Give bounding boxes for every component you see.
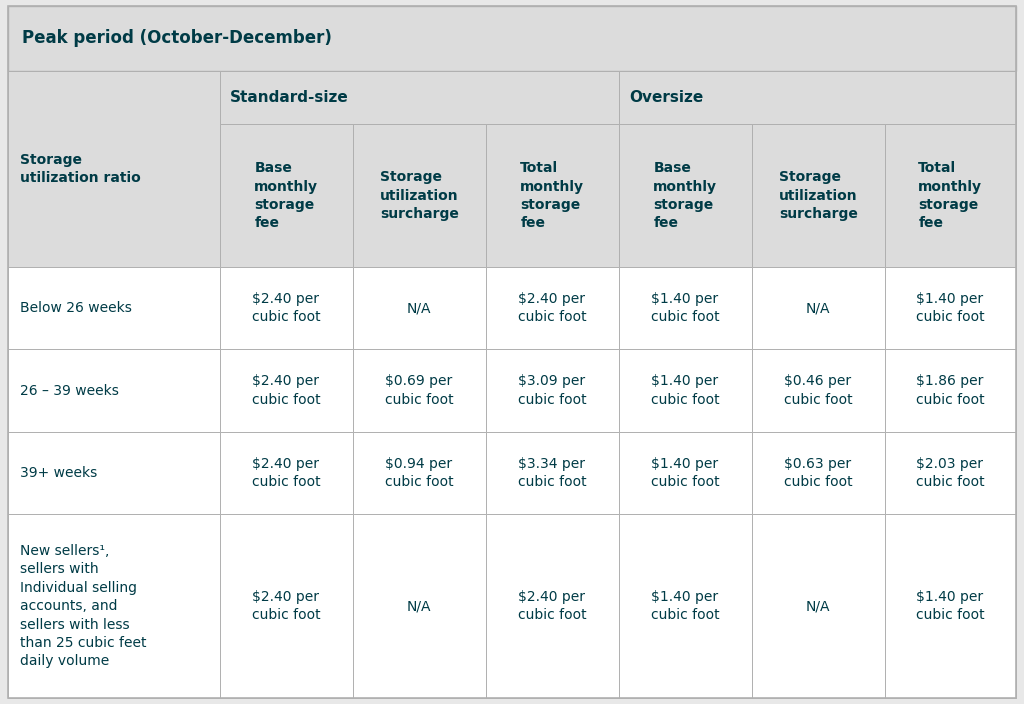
Bar [353, 514, 485, 698]
Text: Below 26 weeks: Below 26 weeks [20, 301, 132, 315]
Bar [618, 70, 1016, 125]
Text: $3.34 per
cubic foot: $3.34 per cubic foot [518, 457, 587, 489]
Text: 39+ weeks: 39+ weeks [20, 466, 97, 480]
Bar [353, 267, 485, 349]
Bar [8, 432, 220, 514]
Bar [485, 349, 618, 432]
Text: N/A: N/A [408, 301, 431, 315]
Text: $2.40 per
cubic foot: $2.40 per cubic foot [252, 375, 321, 407]
Text: $2.40 per
cubic foot: $2.40 per cubic foot [252, 590, 321, 622]
Text: Standard-size: Standard-size [230, 90, 349, 105]
Text: N/A: N/A [806, 301, 830, 315]
Bar [752, 267, 885, 349]
Text: $0.63 per
cubic foot: $0.63 per cubic foot [784, 457, 853, 489]
Text: Peak period (October-December): Peak period (October-December) [22, 29, 332, 47]
Bar [220, 70, 618, 125]
Bar [752, 349, 885, 432]
Bar [8, 70, 220, 267]
Bar [485, 267, 618, 349]
Bar [220, 267, 353, 349]
Text: $1.40 per
cubic foot: $1.40 per cubic foot [916, 590, 985, 622]
Bar [752, 514, 885, 698]
Text: 26 – 39 weeks: 26 – 39 weeks [20, 384, 120, 398]
Bar [618, 432, 752, 514]
Bar [618, 267, 752, 349]
Bar [885, 267, 1016, 349]
Text: $1.40 per
cubic foot: $1.40 per cubic foot [651, 375, 720, 407]
Text: New sellers¹,
sellers with
Individual selling
accounts, and
sellers with less
th: New sellers¹, sellers with Individual se… [20, 544, 147, 668]
Bar [752, 432, 885, 514]
Bar [485, 432, 618, 514]
Text: N/A: N/A [408, 599, 431, 613]
Text: $0.69 per
cubic foot: $0.69 per cubic foot [385, 375, 454, 407]
Text: Storage
utilization ratio: Storage utilization ratio [20, 153, 141, 185]
Bar [752, 125, 885, 267]
Text: $1.86 per
cubic foot: $1.86 per cubic foot [916, 375, 985, 407]
Text: $0.46 per
cubic foot: $0.46 per cubic foot [784, 375, 853, 407]
Bar [8, 349, 220, 432]
Bar [885, 125, 1016, 267]
Text: Base
monthly
storage
fee: Base monthly storage fee [254, 161, 318, 230]
Bar [618, 125, 752, 267]
Text: Base
monthly
storage
fee: Base monthly storage fee [653, 161, 717, 230]
Bar [353, 432, 485, 514]
Text: $2.40 per
cubic foot: $2.40 per cubic foot [252, 457, 321, 489]
Text: Oversize: Oversize [629, 90, 703, 105]
Text: $2.40 per
cubic foot: $2.40 per cubic foot [252, 292, 321, 325]
Bar [8, 267, 220, 349]
Bar [885, 514, 1016, 698]
Text: $0.94 per
cubic foot: $0.94 per cubic foot [385, 457, 454, 489]
Bar [618, 514, 752, 698]
Text: $2.03 per
cubic foot: $2.03 per cubic foot [916, 457, 985, 489]
Text: Total
monthly
storage
fee: Total monthly storage fee [520, 161, 585, 230]
Bar [220, 514, 353, 698]
Text: $1.40 per
cubic foot: $1.40 per cubic foot [916, 292, 985, 325]
Bar [8, 6, 1016, 70]
Text: Storage
utilization
surcharge: Storage utilization surcharge [779, 170, 858, 221]
Text: $2.40 per
cubic foot: $2.40 per cubic foot [518, 590, 587, 622]
Bar [618, 349, 752, 432]
Text: Storage
utilization
surcharge: Storage utilization surcharge [380, 170, 459, 221]
Bar [8, 514, 220, 698]
Bar [220, 432, 353, 514]
Bar [485, 514, 618, 698]
Bar [353, 349, 485, 432]
Text: $3.09 per
cubic foot: $3.09 per cubic foot [518, 375, 587, 407]
Bar [885, 349, 1016, 432]
Text: $1.40 per
cubic foot: $1.40 per cubic foot [651, 590, 720, 622]
Bar [485, 125, 618, 267]
Bar [353, 125, 485, 267]
Bar [220, 125, 353, 267]
Text: N/A: N/A [806, 599, 830, 613]
Text: $2.40 per
cubic foot: $2.40 per cubic foot [518, 292, 587, 325]
Text: $1.40 per
cubic foot: $1.40 per cubic foot [651, 292, 720, 325]
Text: Total
monthly
storage
fee: Total monthly storage fee [919, 161, 982, 230]
Bar [220, 349, 353, 432]
Text: $1.40 per
cubic foot: $1.40 per cubic foot [651, 457, 720, 489]
Bar [885, 432, 1016, 514]
